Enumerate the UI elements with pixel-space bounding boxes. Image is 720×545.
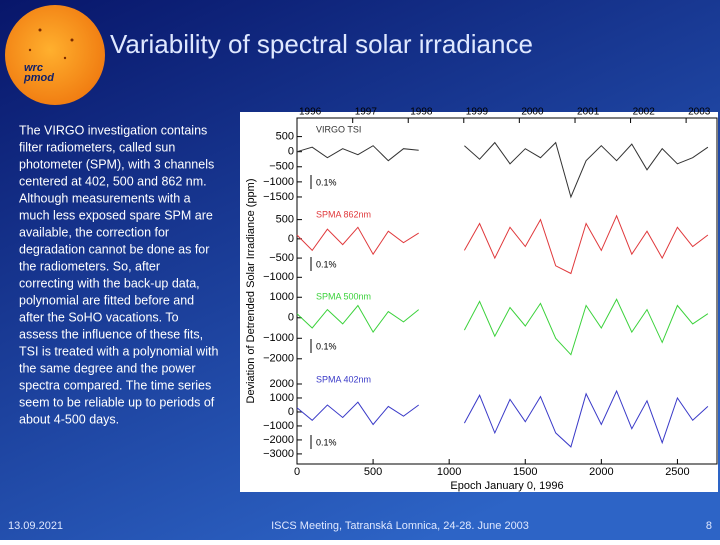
y-tick-label: −1000 — [263, 332, 294, 344]
y-tick-label: −500 — [269, 161, 294, 173]
logo-sun — [5, 5, 105, 105]
series-line — [296, 298, 709, 356]
slide-title: Variability of spectral solar irradiance — [110, 29, 533, 59]
y-tick-label: −3000 — [263, 448, 294, 460]
y-tick-label: −1000 — [263, 271, 294, 283]
body-line: correcting with the back-up data, — [19, 276, 200, 290]
body-line: spectra compared. The time series — [19, 378, 211, 392]
y-axis-label: Deviation of Detrended Solar Irradiance … — [245, 178, 257, 403]
y-tick-label: −1500 — [263, 191, 294, 203]
x-tick-label: 500 — [364, 466, 382, 478]
series-line — [296, 389, 709, 448]
body-line: The VIRGO investigation contains — [19, 123, 207, 137]
body-line: polynomial are fitted before and — [19, 293, 194, 307]
logo-text: wrc — [24, 62, 43, 74]
y-tick-label: −500 — [269, 252, 294, 264]
body-line: Although measurements with a — [19, 191, 191, 205]
figure: 1996 1997 1998 1999 2000 2001 2002 2003 0 500 1000… — [245, 107, 718, 492]
legend-label: SPMA 402nm — [316, 374, 371, 384]
y-tick-label: 0 — [288, 312, 294, 324]
y-tick-label: 2000 — [270, 378, 294, 390]
x2-tick-label: 1998 — [410, 107, 433, 118]
y-tick-label: −1000 — [263, 420, 294, 432]
body-line: after the SoHO vacations. To — [19, 310, 179, 324]
body-line: seem to be reliable up to periods of — [19, 395, 215, 409]
y-tick-label: 0 — [288, 146, 294, 158]
sunspot — [28, 48, 32, 52]
body-line: about 4-500 days. — [19, 412, 119, 426]
body-line: degradation cannot be done as for — [19, 242, 209, 256]
x-tick-label: 1500 — [513, 466, 537, 478]
x2-tick-label: 2003 — [688, 107, 711, 118]
x-tick-label: 2500 — [665, 466, 689, 478]
x2-tick-label: 1997 — [355, 107, 378, 118]
body-line: much less exposed spare SPM are — [19, 208, 213, 222]
x2-tick-label: 2000 — [521, 107, 544, 118]
x-tick-label: 0 — [294, 466, 300, 478]
series-line — [296, 214, 709, 275]
logo: wrc pmod — [5, 5, 105, 105]
x-tick-label: 1000 — [437, 466, 461, 478]
sunspot — [38, 28, 42, 32]
legend-label: SPMA 862nm — [316, 209, 371, 219]
y-tick-label: 0 — [288, 406, 294, 418]
x-tick-label: 2000 — [589, 466, 613, 478]
x2-tick-label: 2002 — [633, 107, 656, 118]
y-tick-label: 1000 — [270, 291, 294, 303]
y-tick-label: 0 — [288, 233, 294, 245]
scale-label: 0.1% — [316, 341, 337, 351]
series-line — [296, 141, 709, 199]
body-text: The VIRGO investigation contains filter r… — [19, 123, 218, 426]
sunspot — [70, 38, 74, 42]
plot-frame — [296, 117, 718, 465]
y-tick-label: −1000 — [263, 176, 294, 188]
body-line: centered at 402, 500 and 862 nm. — [19, 174, 207, 188]
x2-tick-label: 1999 — [466, 107, 489, 118]
body-line: the radiometers. So, after — [19, 259, 160, 273]
legend-label: VIRGO TSI — [316, 124, 361, 134]
scale-label: 0.1% — [316, 437, 337, 447]
body-line: TSI is treated with a polynomial with — [19, 344, 218, 358]
sunspot — [63, 56, 67, 60]
y-tick-label: 500 — [276, 131, 294, 143]
body-line: filter radiometers, called sun — [19, 140, 175, 154]
legend-label: SPMA 500nm — [316, 291, 371, 301]
body-line: available, the correction for — [19, 225, 169, 239]
footer-event: ISCS Meeting, Tatranská Lomnica, 24-28. … — [271, 520, 529, 532]
x2-tick-label: 2001 — [577, 107, 600, 118]
y-tick-label: 500 — [276, 214, 294, 226]
x2-tick-label: 1996 — [299, 107, 322, 118]
logo-text: pmod — [23, 72, 54, 84]
y-tick-label: −2000 — [263, 434, 294, 446]
y-tick-label: −2000 — [263, 353, 294, 365]
body-line: photometer (SPM), with 3 channels — [19, 157, 214, 171]
scale-label: 0.1% — [316, 259, 337, 269]
scale-label: 0.1% — [316, 177, 337, 187]
footer-page: 8 — [706, 520, 712, 532]
x-axis-label: Epoch January 0, 1996 — [450, 480, 563, 492]
y-tick-label: 1000 — [270, 392, 294, 404]
body-line: assess the influence of these fits, — [19, 327, 203, 341]
footer-date: 13.09.2021 — [8, 520, 63, 532]
body-line: the same degree and the power — [19, 361, 196, 375]
